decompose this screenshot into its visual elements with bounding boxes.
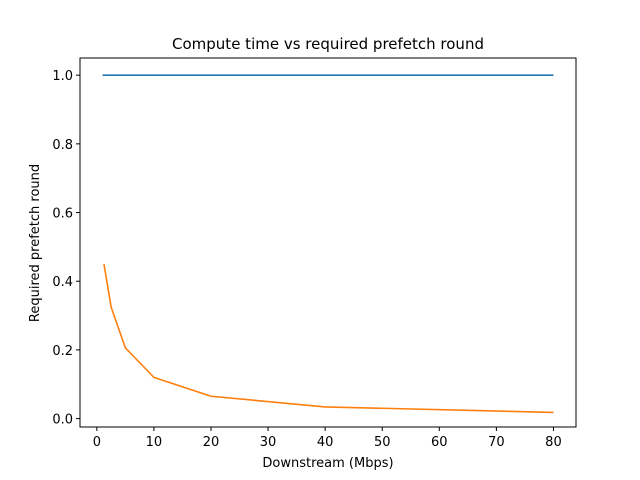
y-tick-label: 0.6	[52, 207, 73, 222]
plot-area	[102, 74, 554, 414]
axis-ticks: 0 10 20 30 40 50 60 70 80 0.0 0.2 0.4 0.6 0.8 1.0	[52, 69, 561, 450]
y-tick-label: 0.4	[52, 275, 73, 290]
x-tick-label: 10	[146, 435, 163, 450]
plot-frame	[79, 57, 577, 428]
x-tick-label: 0	[93, 435, 101, 450]
x-tick-label: 30	[260, 435, 277, 450]
x-axis-label: Downstream (Mbps)	[262, 456, 393, 471]
series-2-line	[103, 263, 554, 414]
y-tick-label: 0.2	[52, 344, 73, 359]
x-tick-label: 80	[545, 435, 562, 450]
x-tick-label: 20	[203, 435, 220, 450]
x-tick-label: 50	[374, 435, 391, 450]
y-tick-label: 0.8	[52, 138, 73, 153]
y-axis-label: Required prefetch round	[28, 164, 43, 322]
x-tick-label: 70	[488, 435, 505, 450]
x-tick-label: 60	[431, 435, 448, 450]
y-tick-label: 0.0	[52, 413, 73, 428]
x-tick-label: 40	[317, 435, 334, 450]
chart-title: Compute time vs required prefetch round	[172, 35, 484, 53]
y-tick-label: 1.0	[52, 69, 73, 84]
